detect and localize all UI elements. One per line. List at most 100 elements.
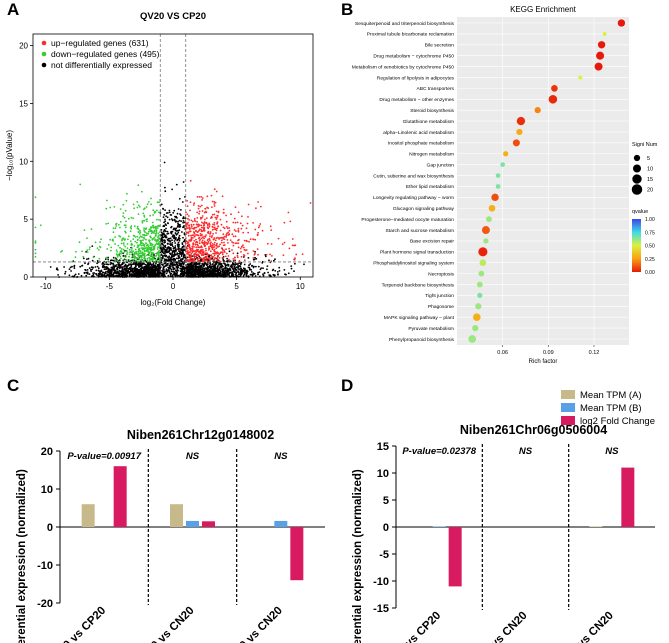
point-up-regulated [235, 230, 237, 233]
point-not-differential [187, 272, 190, 275]
point-not-differential [182, 236, 184, 239]
point-down-regulated [116, 254, 119, 257]
point-up-regulated [232, 258, 235, 260]
point-not-differential [242, 256, 245, 258]
point-not-differential [97, 267, 100, 270]
bar [621, 467, 635, 527]
point-not-differential [122, 270, 125, 273]
point-down-regulated [120, 253, 122, 255]
point-up-regulated [192, 244, 195, 246]
point-not-differential [254, 250, 256, 253]
point-not-differential [126, 266, 128, 268]
point-down-regulated [156, 209, 158, 212]
point-not-differential [136, 268, 139, 270]
point-up-regulated [193, 235, 196, 238]
point-up-regulated [239, 247, 242, 250]
point-up-regulated [189, 179, 192, 182]
size-legend-label: 5 [647, 156, 650, 162]
point-up-regulated [283, 241, 286, 244]
point-down-regulated [154, 239, 157, 242]
point-not-differential [262, 267, 264, 270]
point-up-regulated [213, 188, 216, 191]
point-not-differential [143, 272, 146, 275]
point-not-differential [266, 265, 269, 267]
point-down-regulated [75, 250, 77, 253]
point-up-regulated [203, 259, 206, 262]
point-not-differential [229, 271, 232, 274]
point-not-differential [116, 267, 119, 270]
point-down-regulated [119, 208, 122, 211]
pathway-point [516, 128, 523, 136]
point-not-differential [171, 245, 174, 248]
point-down-regulated [143, 216, 146, 218]
point-up-regulated [189, 209, 191, 212]
point-not-differential [106, 263, 109, 266]
point-up-regulated [207, 230, 210, 233]
point-not-differential [161, 263, 164, 266]
point-down-regulated [139, 239, 142, 242]
point-down-regulated [114, 259, 117, 262]
point-not-differential [182, 240, 185, 243]
point-up-regulated [184, 242, 187, 245]
point-not-differential [145, 269, 148, 272]
point-not-differential [126, 272, 129, 275]
point-not-differential [103, 273, 106, 276]
point-not-differential [146, 270, 149, 273]
point-down-regulated [138, 233, 141, 235]
point-up-regulated [231, 249, 233, 251]
point-up-regulated [225, 214, 228, 217]
point-up-regulated [232, 252, 235, 255]
point-up-regulated [192, 223, 195, 226]
point-down-regulated [137, 213, 140, 216]
point-down-regulated [128, 255, 130, 258]
point-down-regulated [106, 258, 108, 261]
point-not-differential [167, 274, 170, 277]
point-down-regulated [34, 248, 37, 251]
point-not-differential [167, 246, 170, 248]
point-up-regulated [213, 213, 216, 216]
point-not-differential [163, 270, 166, 273]
point-down-regulated [155, 228, 158, 230]
point-up-regulated [228, 229, 231, 232]
point-down-regulated [123, 216, 126, 219]
point-up-regulated [209, 257, 212, 259]
point-not-differential [172, 267, 175, 269]
point-up-regulated [240, 251, 242, 253]
point-not-differential [214, 269, 217, 272]
point-down-regulated [157, 224, 160, 227]
point-down-regulated [131, 243, 134, 246]
point-up-regulated [237, 227, 240, 230]
point-not-differential [133, 262, 135, 264]
point-not-differential [164, 220, 167, 223]
point-not-differential [251, 274, 254, 277]
point-down-regulated [39, 224, 42, 227]
point-not-differential [161, 269, 164, 272]
point-not-differential [208, 271, 211, 273]
point-not-differential [70, 270, 72, 272]
point-up-regulated [260, 205, 262, 208]
bar-chart-title: Niben261Chr06g0506004 [460, 423, 607, 437]
point-down-regulated [138, 205, 141, 208]
point-not-differential [170, 232, 173, 235]
size-legend-marker [633, 154, 641, 162]
category-label: QV20 vs CP20 [45, 605, 108, 643]
point-up-regulated [213, 254, 216, 257]
legend-label: down−regulated genes (495) [51, 49, 160, 59]
point-not-differential [221, 272, 224, 274]
point-up-regulated [277, 237, 280, 240]
point-not-differential [235, 274, 238, 276]
point-down-regulated [134, 248, 137, 251]
point-down-regulated [150, 251, 153, 254]
point-up-regulated [201, 210, 204, 212]
point-not-differential [166, 242, 169, 245]
point-up-regulated [203, 226, 206, 229]
point-down-regulated [155, 259, 158, 262]
point-up-regulated [186, 223, 189, 226]
point-not-differential [257, 273, 259, 276]
point-up-regulated [237, 211, 240, 214]
point-not-differential [173, 254, 176, 257]
point-not-differential [182, 217, 184, 220]
point-up-regulated [187, 232, 189, 234]
point-not-differential [175, 227, 178, 230]
point-not-differential [55, 268, 58, 271]
